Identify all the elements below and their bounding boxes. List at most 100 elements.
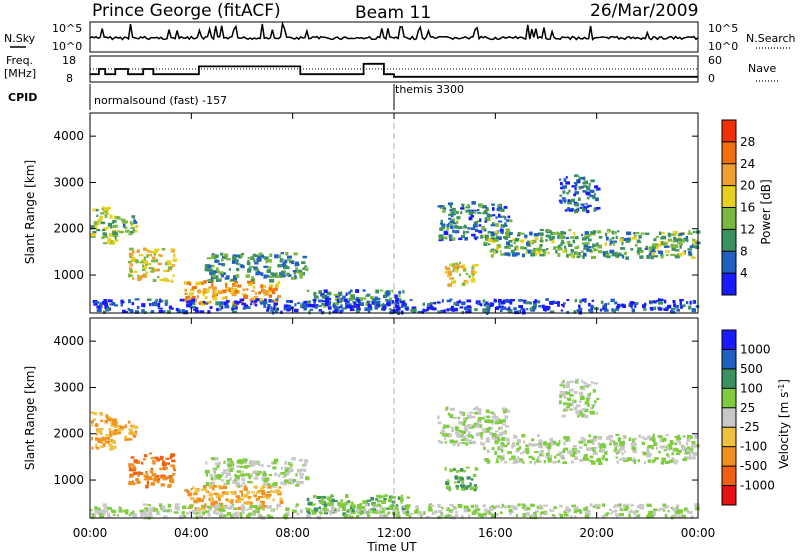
- power-echo-cell: [461, 203, 465, 206]
- velocity-echo-cell: [557, 459, 561, 463]
- velocity-echo-cell: [288, 478, 293, 483]
- velocity-echo-cell: [261, 477, 265, 481]
- velocity-echo-cell: [462, 422, 466, 426]
- power-echo-cell: [307, 303, 313, 308]
- velocity-echo-cell: [147, 476, 152, 480]
- power-echo-cell: [328, 306, 332, 310]
- power-echo-cell: [532, 301, 538, 304]
- velocity-echo-cell: [538, 439, 543, 443]
- noise-left-tick-bottom: 10^0: [52, 40, 82, 53]
- power-echo-cell: [568, 209, 574, 212]
- velocity-echo-cell: [586, 384, 589, 388]
- power-echo-cell: [344, 298, 348, 302]
- velocity-echo-cell: [587, 404, 590, 407]
- velocity-echo-cell: [512, 461, 517, 465]
- power-echo-cell: [483, 243, 487, 246]
- power-echo-cell: [529, 231, 533, 236]
- power-echo-cell: [498, 220, 503, 223]
- power-echo-cell: [567, 199, 570, 202]
- velocity-echo-cell: [298, 458, 304, 462]
- velocity-echo-cell: [266, 483, 271, 486]
- velocity-echo-cell: [468, 426, 474, 429]
- velocity-echo-cell: [190, 488, 193, 491]
- velocity-echo-cell: [572, 400, 575, 404]
- power-echo-cell: [495, 249, 499, 252]
- power-echo-cell: [422, 308, 425, 313]
- power-echo-cell: [92, 208, 98, 212]
- velocity-echo-cell: [242, 460, 248, 464]
- velocity-echo-cell: [477, 512, 481, 517]
- power-echo-cell: [688, 251, 692, 255]
- velocity-echo-cell: [330, 498, 335, 503]
- velocity-echo-cell: [667, 443, 673, 446]
- power-colorbar-tick-label-1: 8: [740, 244, 748, 258]
- power-echo-cell: [639, 255, 644, 259]
- velocity-echo-cell: [578, 400, 582, 403]
- power-echo-cell: [576, 255, 580, 259]
- velocity-echo-cell: [449, 407, 455, 411]
- freq-label-1: Freq.: [6, 54, 33, 67]
- power-echo-cell: [507, 309, 513, 313]
- power-echo-cell: [463, 268, 467, 272]
- power-echo-cell: [680, 239, 685, 243]
- power-echo-cell: [507, 215, 511, 219]
- velocity-echo-cell: [94, 506, 98, 510]
- velocity-echo-cell: [290, 480, 295, 485]
- power-echo-cell: [630, 248, 634, 251]
- velocity-echo-cell: [231, 515, 235, 519]
- power-echo-cell: [263, 304, 266, 308]
- power-echo-cell: [487, 243, 491, 246]
- velocity-echo-cell: [666, 455, 671, 458]
- velocity-echo-cell: [482, 504, 486, 508]
- power-echo-cell: [653, 238, 657, 242]
- velocity-echo-cell: [481, 417, 485, 420]
- velocity-echo-cell: [634, 437, 638, 440]
- velocity-echo-cell: [499, 426, 503, 430]
- velocity-echo-cell: [154, 456, 159, 460]
- power-echo-cell: [539, 254, 544, 257]
- velocity-echo-cell: [581, 379, 584, 383]
- velocity-echo-cell: [278, 486, 282, 489]
- velocity-echo-cell: [229, 505, 235, 508]
- power-echo-cell: [674, 249, 680, 252]
- velocity-echo-cell: [513, 435, 517, 439]
- velocity-echo-cell: [148, 452, 153, 455]
- power-echo-cell: [143, 274, 147, 278]
- power-echo-cell: [472, 264, 477, 267]
- velocity-echo-cell: [251, 462, 256, 467]
- velocity-echo-cell: [496, 455, 502, 458]
- velocity-echo-cell: [386, 507, 390, 510]
- velocity-echo-cell: [415, 508, 419, 511]
- velocity-echo-cell: [669, 459, 674, 463]
- power-echo-cell: [209, 278, 214, 282]
- velocity-echo-cell: [569, 408, 573, 411]
- velocity-echo-cell: [266, 491, 271, 494]
- velocity-colorbar-tick-label-2: 100: [740, 381, 763, 395]
- power-echo-cell: [326, 298, 332, 301]
- velocity-echo-cell: [647, 513, 651, 516]
- velocity-echo-cell: [529, 443, 535, 447]
- velocity-echo-cell: [106, 438, 112, 443]
- power-echo-cell: [533, 248, 536, 251]
- velocity-echo-cell: [191, 509, 197, 514]
- power-echo-cell: [596, 187, 601, 191]
- velocity-echo-cell: [371, 510, 376, 514]
- velocity-echo-cell: [173, 511, 179, 514]
- power-echo-cell: [552, 246, 557, 250]
- power-echo-cell: [653, 245, 659, 250]
- velocity-echo-cell: [471, 435, 474, 439]
- power-echo-cell: [580, 203, 585, 206]
- velocity-echo-cell: [681, 446, 687, 450]
- power-echo-cell: [280, 252, 284, 255]
- power-echo-cell: [465, 310, 470, 313]
- power-echo-cell: [462, 264, 466, 268]
- power-echo-cell: [517, 234, 521, 237]
- velocity-echo-cell: [497, 447, 502, 451]
- power-echo-cell: [405, 307, 409, 311]
- power-echo-cell: [485, 237, 488, 241]
- power-echo-cell: [136, 305, 140, 310]
- power-echo-cell: [220, 274, 224, 278]
- power-echo-cell: [231, 260, 236, 264]
- power-echo-cell: [595, 187, 599, 191]
